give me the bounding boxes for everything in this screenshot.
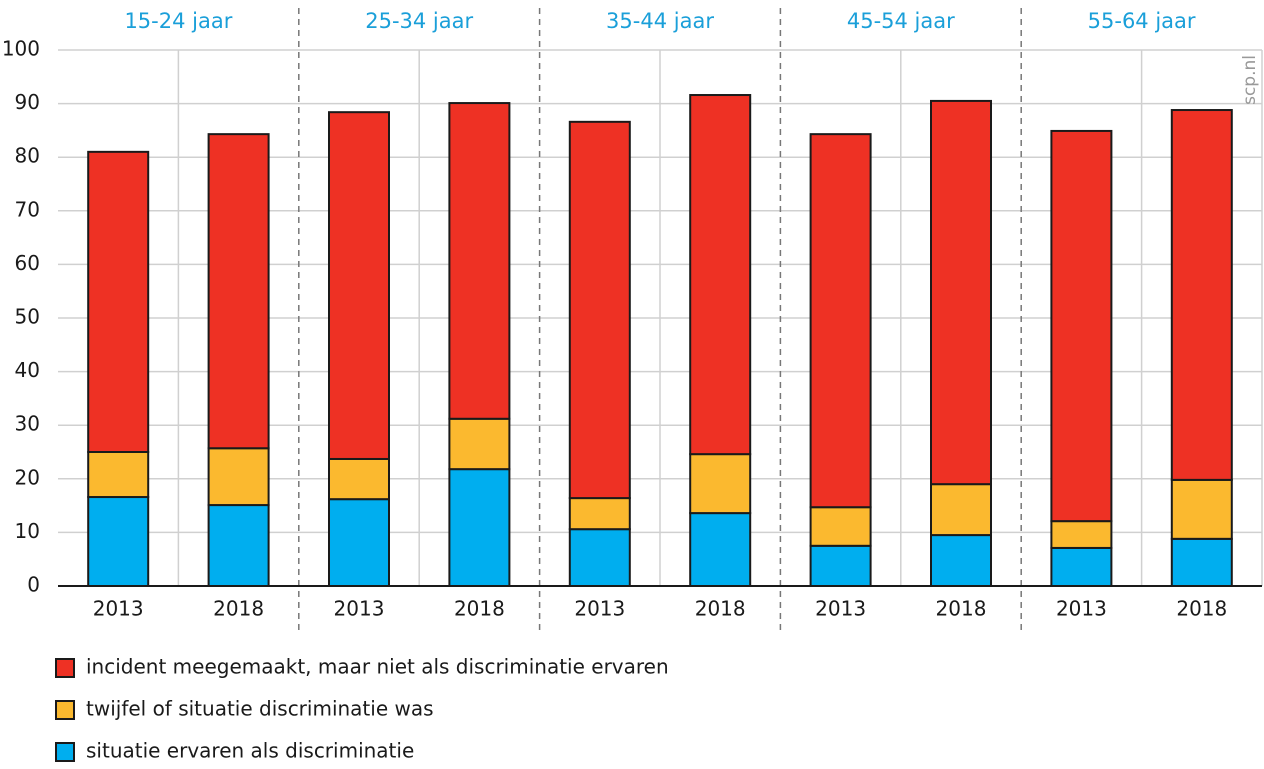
bar-segment [1170,109,1233,481]
group-label: 55-64 jaar [1088,9,1196,33]
group-label: 15-24 jaar [124,9,232,33]
x-tick-label: 2013 [815,597,866,621]
legend-label: situatie ervaren als discriminatie [86,739,414,763]
bar-segment [1050,546,1113,587]
source-label: scp.nl [1240,55,1260,105]
bar-segment [87,451,150,499]
bar-segment [207,504,270,587]
y-tick-label: 50 [15,305,40,329]
x-tick-label: 2013 [334,597,385,621]
bar-segment [87,496,150,587]
legend-swatch [55,658,75,678]
bar-segment [809,133,872,509]
bar-segment [689,512,752,587]
y-tick-label: 30 [15,412,40,436]
bar-segment [328,457,390,501]
bar-segment [568,497,631,531]
y-tick-label: 70 [15,197,40,221]
bar-segment [448,102,511,420]
bar-segment [448,417,511,471]
y-tick-label: 0 [27,573,40,597]
bar-segment [568,528,631,588]
x-tick-label: 2018 [936,597,987,621]
y-tick-label: 90 [15,90,40,114]
x-tick-label: 2013 [1056,597,1107,621]
legend-swatch [55,700,75,720]
x-tick-label: 2013 [574,597,625,621]
y-tick-label: 60 [15,251,40,275]
bar-segment [809,506,872,547]
bar-segment [328,111,390,460]
bar-segment [1170,537,1233,587]
bar-segment [1050,520,1113,549]
bar-segment [930,99,992,486]
x-tick-label: 2018 [454,597,505,621]
bar-segment [328,498,390,587]
y-tick-label: 20 [15,465,40,489]
group-label: 35-44 jaar [606,9,714,33]
bar-segment [568,120,631,500]
legend-swatch [55,742,75,762]
bar-segment [689,453,752,515]
bar-segment [1050,129,1113,523]
bar-segment [809,544,872,587]
x-tick-label: 2018 [1176,597,1227,621]
group-label: 25-34 jaar [365,9,473,33]
y-tick-label: 10 [15,519,40,543]
x-tick-label: 2018 [695,597,746,621]
group-label: 45-54 jaar [847,9,955,33]
bar-segment [448,468,511,588]
bar-segment [1170,478,1233,540]
bar-segment [207,447,270,507]
bar-segment [87,150,150,453]
y-tick-label: 80 [15,144,40,168]
bar-segment [930,534,992,588]
legend-label: twijfel of situatie discriminatie was [86,697,434,721]
bar-segment [207,133,270,450]
y-tick-label: 40 [15,358,40,382]
bar-segment [689,94,752,456]
x-tick-label: 2013 [93,597,144,621]
y-tick-label: 100 [2,37,40,61]
x-tick-label: 2018 [213,597,264,621]
bar-segment [930,483,992,537]
legend-label: incident meegemaakt, maar niet als discr… [86,655,669,679]
